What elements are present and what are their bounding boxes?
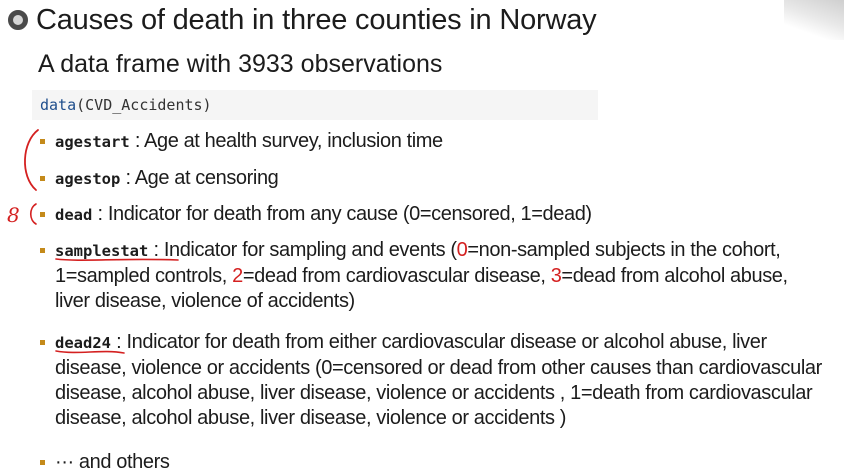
variable-description: Indicator for sampling and events (0=non… xyxy=(55,239,788,312)
separator: : xyxy=(111,331,127,353)
variable-description: Age at health survey, inclusion time xyxy=(144,130,443,152)
variable-name: dead24 xyxy=(55,334,111,352)
bullet-agestop: agestop : Age at censoring xyxy=(40,166,279,192)
separator: : xyxy=(129,130,145,152)
variable-name: dead xyxy=(55,206,93,224)
slide-subtitle: A data frame with 3933 observations xyxy=(38,50,443,78)
bullet-marker-icon xyxy=(40,139,45,144)
variable-description: Indicator for death from any cause (0=ce… xyxy=(107,203,592,225)
title-row: Causes of death in three counties in Nor… xyxy=(8,2,597,38)
separator: : xyxy=(148,239,164,261)
code-function: data xyxy=(40,96,77,114)
description-part: =dead from alcohol abuse, liver disease,… xyxy=(55,265,788,312)
description-part: =non-sampled subjects in the cohort, 1=s… xyxy=(55,239,781,287)
annotated-value-2: 2 xyxy=(232,265,243,287)
bullet-marker-icon xyxy=(40,340,45,345)
code-block: data(CVD_Accidents) xyxy=(32,90,598,120)
variable-description: Age at censoring xyxy=(134,167,279,189)
description-part: Indicator for sampling and events ( xyxy=(163,239,457,261)
variable-description: Indicator for death from either cardiova… xyxy=(55,331,822,429)
bullet-marker-icon xyxy=(40,248,45,253)
separator: : xyxy=(92,203,108,225)
code-arguments: (CVD_Accidents) xyxy=(76,96,212,114)
bullet-dead: dead : Indicator for death from any caus… xyxy=(40,202,592,228)
slide-title: Causes of death in three counties in Nor… xyxy=(36,3,597,36)
bullet-agestart: agestart : Age at health survey, inclusi… xyxy=(40,129,443,155)
variable-name: agestop xyxy=(55,170,121,188)
annotated-value-3: 3 xyxy=(550,265,562,287)
window-corner-shadow xyxy=(784,0,844,40)
bullet-marker-icon xyxy=(40,212,45,217)
bracket-small-annotation xyxy=(29,203,37,225)
code-line: data(CVD_Accidents) xyxy=(40,96,212,114)
annotated-value-0: 0 xyxy=(456,239,468,261)
bracket-annotation xyxy=(24,129,39,191)
bullet-dead24: dead24 : Indicator for death from either… xyxy=(40,330,830,431)
variable-name: samplestat xyxy=(55,242,149,260)
bullet-marker-icon xyxy=(40,176,45,181)
margin-note: 8 xyxy=(7,203,20,227)
variable-name: agestart xyxy=(55,133,130,151)
bullet-samplestat: samplestat : Indicator for sampling and … xyxy=(40,238,820,314)
title-bullet-icon xyxy=(8,10,28,30)
bullet-marker-icon xyxy=(40,460,45,465)
separator: : xyxy=(120,167,135,189)
bullet-others: ··· and others xyxy=(40,450,170,475)
description-part: =dead from cardiovascular disease, xyxy=(242,265,551,287)
variable-description: ··· and others xyxy=(55,451,170,473)
